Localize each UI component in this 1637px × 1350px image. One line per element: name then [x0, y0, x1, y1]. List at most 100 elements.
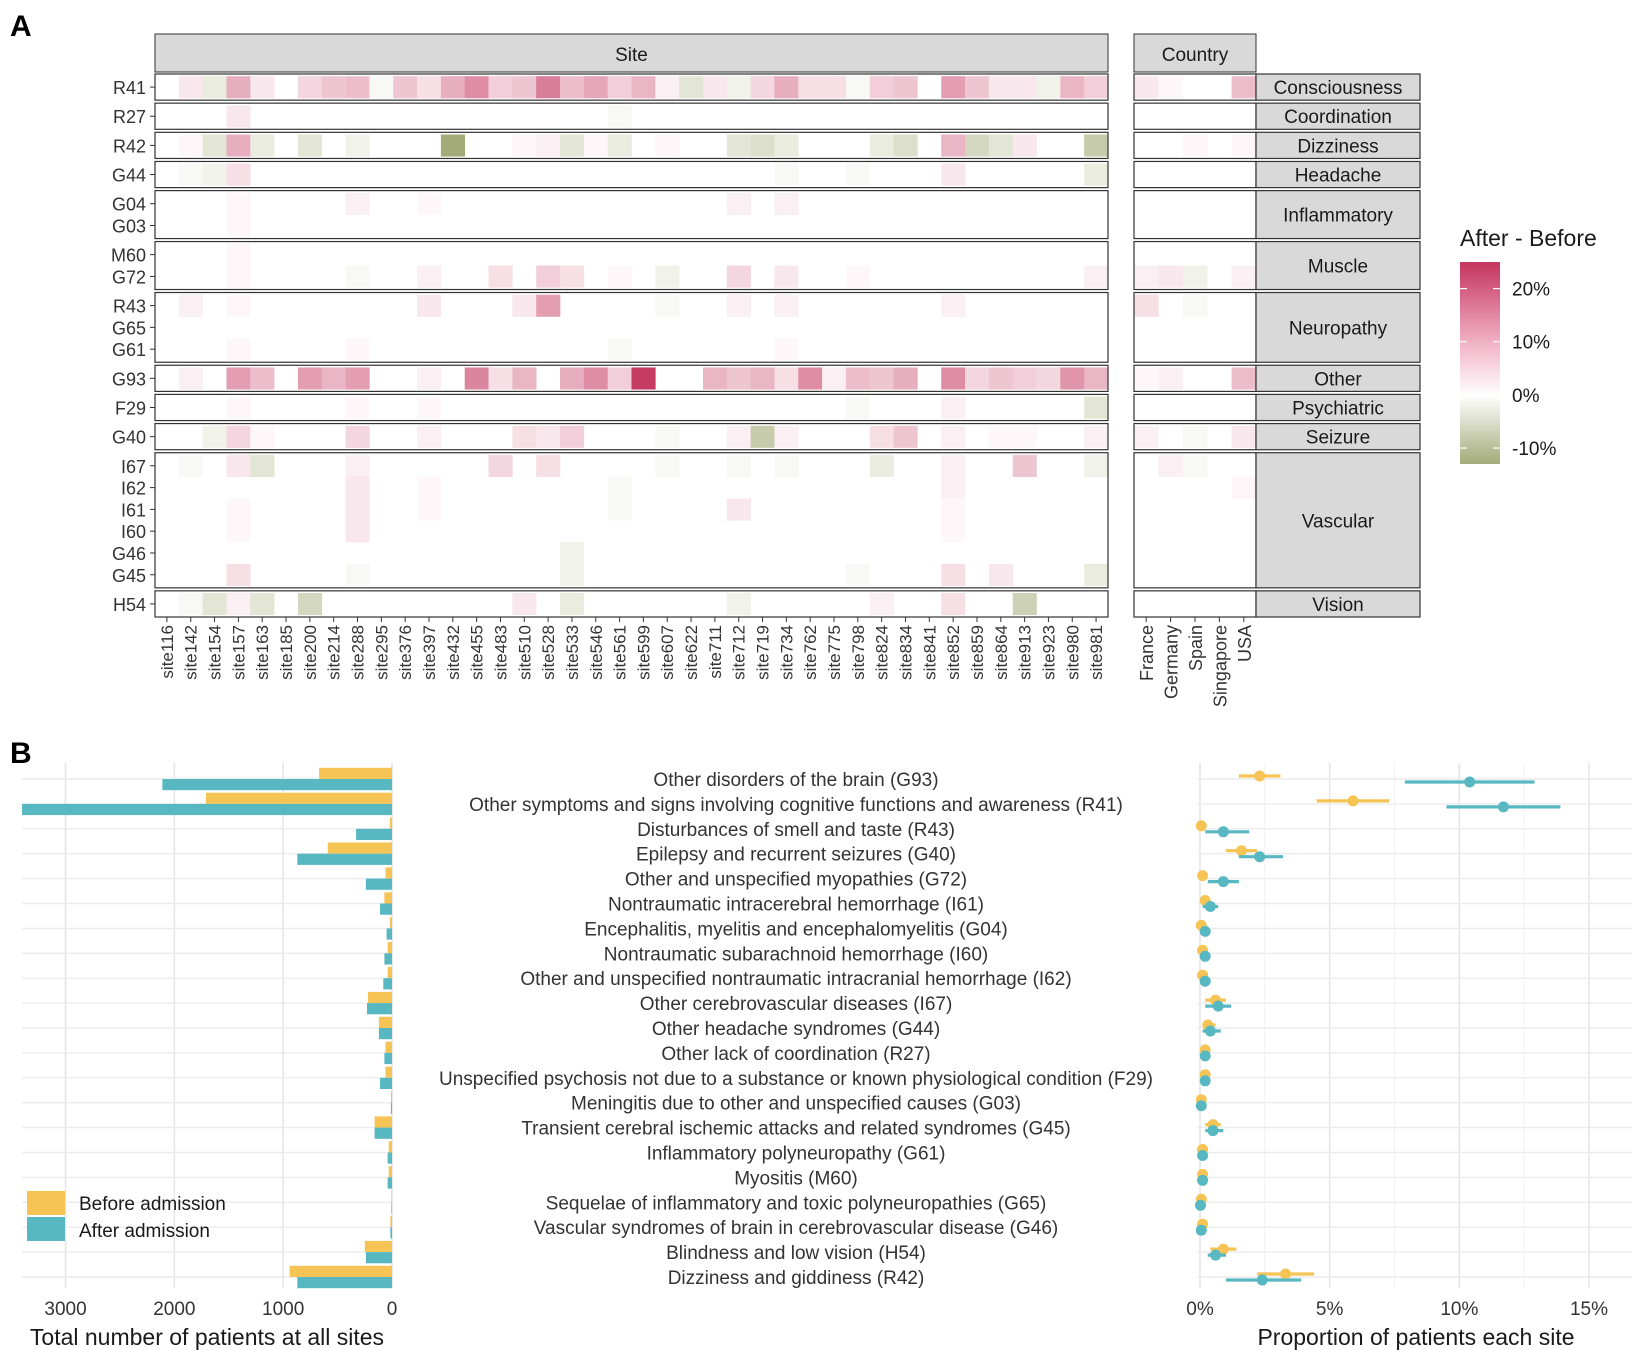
bar-after	[297, 853, 392, 865]
heat-cell-G72-site288	[345, 265, 370, 288]
bar-after	[386, 928, 392, 940]
dot-x-tick-label: 15%	[1570, 1299, 1608, 1320]
group-label-seizure: Seizure	[1306, 428, 1370, 449]
site-facet-border	[154, 240, 1109, 291]
group-label-dizziness: Dizziness	[1297, 136, 1378, 157]
group-strip-inflammatory	[1255, 190, 1421, 240]
bar-x-axis-title: Total number of patients at all sites	[30, 1324, 384, 1350]
heat-cell-G93-site913	[1012, 367, 1037, 390]
site-facet-border	[154, 452, 1109, 589]
col-label-site824: site824	[873, 625, 892, 680]
bar-x-tick-label: 3000	[44, 1299, 86, 1320]
dot-x-axis-title: Proportion of patients each site	[1257, 1324, 1574, 1350]
heat-cell-G93-site923	[1036, 367, 1061, 390]
heat-cell-G03-site157	[226, 214, 251, 237]
category-label: Other disorders of the brain (G93)	[653, 770, 938, 791]
row-label-F29: F29	[115, 398, 146, 418]
col-label-usa: USA	[1235, 625, 1255, 662]
bar-before	[368, 991, 392, 1004]
heat-cell-R42-site528	[536, 134, 561, 157]
col-label-site546: site546	[587, 625, 606, 680]
heat-cell-G40-site163	[250, 425, 275, 448]
heat-cell-G93-site711	[702, 367, 728, 390]
heat-cell-R42-site288	[345, 134, 370, 157]
heat-cell-G44-site798	[845, 163, 871, 186]
point-before	[1195, 820, 1207, 832]
colorbar-legend: After - Before 20% 10% 0% -10%	[1460, 225, 1597, 464]
bar-after	[383, 978, 392, 990]
col-label-site455: site455	[468, 625, 487, 680]
heat-cell-G93-site981	[1084, 367, 1109, 390]
dot-x-tick-label: 0%	[1186, 1299, 1214, 1320]
col-label-site734: site734	[777, 625, 796, 680]
col-label-site841: site841	[920, 625, 939, 680]
col-label-site116: site116	[158, 625, 177, 679]
bar-after	[374, 1127, 392, 1139]
bar-after	[384, 953, 392, 965]
row-label-G61: G61	[112, 340, 146, 360]
legend-title: After - Before	[1460, 225, 1597, 251]
group-label-neuropathy: Neuropathy	[1289, 318, 1388, 339]
heat-cell-R41-site913	[1012, 76, 1037, 99]
heat-cell-G72-site712	[726, 265, 751, 288]
heat-cell-R41-Germany	[1158, 76, 1184, 99]
heat-cell-R42-site154	[202, 134, 227, 157]
col-label-site528: site528	[539, 625, 558, 680]
point-before	[1254, 770, 1266, 782]
col-label-site483: site483	[491, 625, 510, 680]
heat-cell-R41-site295	[369, 76, 394, 99]
heat-cell-G40-site397	[417, 425, 442, 448]
group-label-coordination: Coordination	[1284, 107, 1392, 128]
heat-cell-R41-site622	[679, 76, 704, 99]
heat-cell-M60-site157	[226, 243, 251, 266]
col-label-site834: site834	[896, 625, 915, 680]
col-label-france: France	[1137, 625, 1157, 681]
heat-cell-R42-site533	[560, 134, 585, 157]
col-label-germany: Germany	[1162, 625, 1182, 699]
bar-before	[387, 942, 392, 954]
point-after	[1195, 1100, 1207, 1112]
group-strip-dizziness	[1255, 131, 1421, 160]
bar-after	[390, 1227, 392, 1239]
heat-cell-R42-site824	[869, 134, 894, 157]
col-label-site154: site154	[206, 625, 225, 680]
heat-cell-I62-USA	[1231, 476, 1257, 499]
point-after	[1195, 1199, 1207, 1211]
category-label: Myositis (M60)	[734, 1168, 858, 1189]
heat-cell-I62-site288	[345, 476, 370, 499]
heat-cell-I61-site288	[345, 498, 370, 521]
heat-cell-R41-site142	[178, 76, 203, 99]
heat-cell-G93-site719	[750, 367, 775, 390]
heat-cell-R42-site834	[893, 134, 918, 157]
group-label-headache: Headache	[1295, 166, 1382, 187]
heat-cell-G45-site864	[988, 563, 1013, 586]
heat-cell-R41-site546	[583, 76, 608, 99]
heat-cell-G40-France	[1134, 425, 1159, 448]
col-label-site859: site859	[968, 625, 987, 680]
heat-cell-F29-site981	[1084, 396, 1109, 419]
bar-after	[22, 803, 392, 816]
heat-cell-G93-site859	[965, 367, 990, 390]
heat-cell-G04-site734	[774, 192, 799, 215]
heat-cell-I61-site157	[226, 498, 251, 521]
heat-cell-G72-site607	[655, 265, 680, 288]
bar-x-tick-label: 1000	[262, 1299, 304, 1320]
group-strip-headache	[1255, 160, 1421, 189]
heat-cell-R42-site607	[655, 134, 680, 157]
point-before	[1280, 1268, 1292, 1280]
heat-cell-R41-site852	[941, 76, 966, 99]
col-label-site510: site510	[515, 625, 534, 680]
category-label: Dizziness and giddiness (R42)	[668, 1268, 925, 1289]
heat-cell-I60-site157	[226, 520, 251, 543]
heat-cell-I62-site397	[417, 476, 442, 499]
category-label: Inflammatory polyneuropathy (G61)	[647, 1144, 946, 1165]
heat-cell-R41-site923	[1036, 76, 1061, 99]
heat-cell-I67-site824	[869, 454, 894, 477]
col-label-site762: site762	[801, 625, 820, 680]
heat-cell-G40-site719	[750, 425, 775, 448]
heat-cell-G72-site533	[560, 265, 585, 288]
bar-before	[387, 967, 392, 979]
bar-legend: Before admission After admission	[27, 1191, 226, 1242]
heat-cell-R43-site157	[226, 294, 251, 317]
